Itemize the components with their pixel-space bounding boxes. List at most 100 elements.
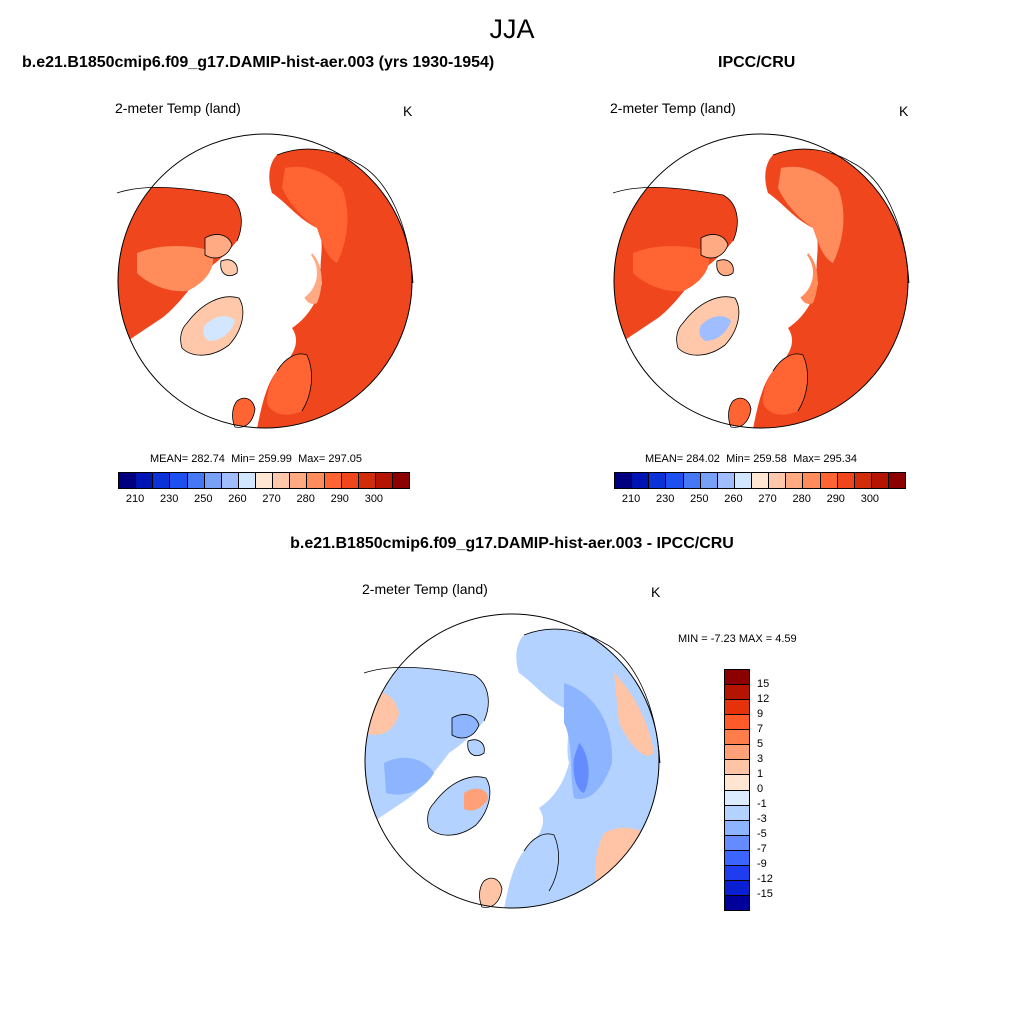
obs-variable-label: 2-meter Temp (land)	[610, 100, 736, 116]
colorbar-tick-label: -15	[757, 888, 773, 900]
min-label: Min=	[726, 453, 751, 465]
obs-units-label: K	[899, 103, 909, 119]
colorbar-box	[734, 473, 752, 488]
colorbar-box	[273, 473, 291, 488]
colorbar-tick-label: 270	[758, 493, 777, 505]
colorbar-tick-label: 250	[690, 493, 709, 505]
colorbar-box	[358, 473, 376, 488]
colorbar-box	[375, 473, 393, 488]
colorbar-box	[153, 473, 171, 488]
colorbar-tick-label: 280	[296, 493, 315, 505]
colorbar-box	[204, 473, 222, 488]
mean-label: MEAN=	[150, 453, 189, 465]
colorbar-box	[324, 473, 342, 488]
obs-panel-title: IPCC/CRU	[718, 54, 796, 71]
obs-polar-map	[612, 133, 910, 429]
model-variable-label: 2-meter Temp (land)	[115, 100, 241, 116]
max-label: Max=	[793, 453, 821, 465]
colorbar-tick-label: 3	[757, 753, 764, 765]
colorbar-box	[632, 473, 650, 488]
colorbar-box	[238, 473, 256, 488]
colorbar-box	[725, 850, 749, 866]
colorbar-box	[725, 835, 749, 851]
diff-variable-label: 2-meter Temp (land)	[362, 581, 488, 597]
diff-range-text: MIN = -7.23 MAX = 4.59	[678, 633, 797, 645]
colorbar-box	[786, 473, 804, 488]
colorbar-box	[290, 473, 308, 488]
colorbar-box	[341, 473, 359, 488]
colorbar-tick-label: 12	[757, 693, 770, 705]
colorbar-tick-label: 7	[757, 723, 764, 735]
colorbar-box	[725, 880, 749, 896]
colorbar-tick-label: 210	[621, 493, 641, 505]
model-colorbar	[118, 472, 410, 489]
colorbar-box	[700, 473, 718, 488]
model-polar-map	[116, 133, 414, 429]
colorbar-tick-label: 280	[792, 493, 811, 505]
max-value: 295.34	[823, 453, 857, 465]
colorbar-box	[725, 745, 749, 761]
colorbar-box	[683, 473, 701, 488]
model-panel-title: b.e21.B1850cmip6.f09_g17.DAMIP-hist-aer.…	[22, 54, 495, 71]
colorbar-box	[666, 473, 684, 488]
colorbar-box	[769, 473, 787, 488]
colorbar-box	[119, 473, 137, 488]
mean-value: 284.02	[686, 453, 720, 465]
colorbar-tick-label: 300	[860, 493, 880, 505]
colorbar-box	[393, 473, 410, 488]
colorbar-tick-label: -12	[757, 873, 773, 885]
colorbar-tick-label: 1	[757, 768, 764, 780]
colorbar-tick-label: 0	[757, 783, 764, 795]
colorbar-box	[854, 473, 872, 488]
colorbar-tick-label: 9	[757, 708, 764, 720]
colorbar-tick-label: 260	[228, 493, 247, 505]
colorbar-box	[803, 473, 821, 488]
colorbar-box	[837, 473, 855, 488]
obs-stats: MEAN= 284.02 Min= 259.58 Max= 295.34	[645, 453, 857, 465]
colorbar-tick-label: 5	[757, 738, 764, 750]
page-title: JJA	[489, 14, 535, 44]
colorbar-box	[725, 685, 749, 701]
colorbar-tick-label: 290	[826, 493, 845, 505]
min-value: 259.58	[753, 453, 787, 465]
colorbar-box	[615, 473, 633, 488]
colorbar-box	[725, 895, 749, 910]
colorbar-tick-label: 230	[655, 493, 675, 505]
colorbar-box	[649, 473, 667, 488]
colorbar-box	[136, 473, 154, 488]
colorbar-box	[221, 473, 239, 488]
colorbar-box	[820, 473, 838, 488]
colorbar-tick-label: 210	[125, 493, 145, 505]
colorbar-tick-label: -3	[757, 813, 767, 825]
max-label: Max=	[298, 453, 326, 465]
min-value: 259.99	[258, 453, 292, 465]
colorbar-box	[725, 730, 749, 746]
colorbar-box	[725, 760, 749, 776]
colorbar-tick-label: -7	[757, 843, 767, 855]
diff-colorbar	[724, 669, 750, 911]
model-stats: MEAN= 282.74 Min= 259.99 Max= 297.05	[150, 453, 362, 465]
colorbar-tick-label: 300	[364, 493, 384, 505]
mean-value: 282.74	[191, 453, 225, 465]
colorbar-tick-label: 260	[724, 493, 743, 505]
obs-colorbar	[614, 472, 906, 489]
colorbar-box	[725, 805, 749, 821]
min-label: Min=	[231, 453, 256, 465]
colorbar-box	[725, 865, 749, 881]
colorbar-box	[725, 715, 749, 731]
diff-colorbar-ticks: 15 12 9 7 5 3 1 0 -1 -3 -5 -7 -9 -12 -15	[757, 669, 797, 909]
colorbar-box	[725, 775, 749, 791]
diff-panel-title: b.e21.B1850cmip6.f09_g17.DAMIP-hist-aer.…	[290, 535, 734, 552]
colorbar-tick-label: -1	[757, 798, 767, 810]
colorbar-box	[725, 700, 749, 716]
obs-colorbar-ticks: 210 230 250 260 270 280 290 300	[614, 493, 904, 507]
diff-units-label: K	[651, 584, 661, 600]
max-value: 297.05	[328, 453, 362, 465]
colorbar-tick-label: 15	[757, 678, 770, 690]
colorbar-box	[717, 473, 735, 488]
colorbar-box	[725, 790, 749, 806]
colorbar-tick-label: -9	[757, 858, 767, 870]
colorbar-tick-label: 290	[330, 493, 349, 505]
colorbar-box	[170, 473, 188, 488]
colorbar-box	[871, 473, 889, 488]
